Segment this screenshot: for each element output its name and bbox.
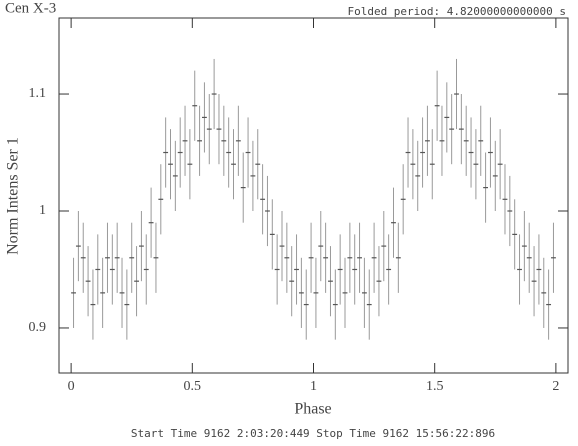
y-axis-label: Norm Intens Ser 1 [5,137,22,255]
x-tick-label: 1 [310,379,317,394]
x-tick-label: 0 [68,379,75,394]
x-tick-label: 0.5 [184,379,202,394]
plot-frame [58,17,569,374]
x-tick-label: 1.5 [426,379,444,394]
footer: Start Time 9162 2:03:20:449 Stop Time 91… [131,427,495,440]
y-tick-label: 1 [39,203,46,218]
x-tick-label: 2 [552,379,559,394]
y-tick-label: 0.9 [29,320,47,335]
y-tick-label: 1.1 [29,86,47,101]
x-axis-label: Phase [294,401,331,418]
chart-title: Cen X-3 [5,0,56,16]
chart-subtitle: Folded period: 4.82000000000000 s [347,5,566,18]
